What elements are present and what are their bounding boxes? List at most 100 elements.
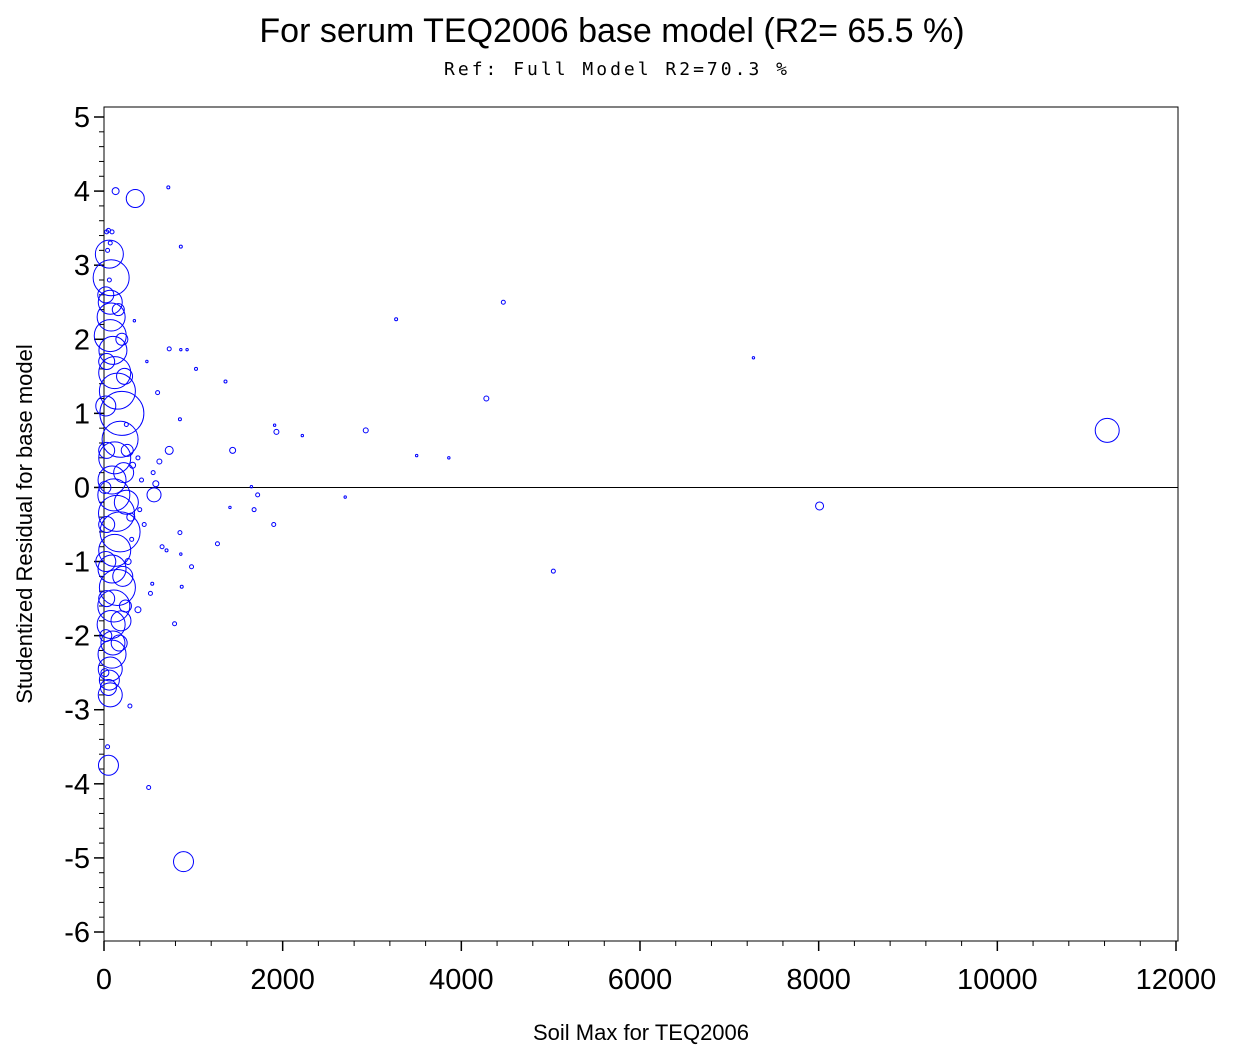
x-tick-label: 6000 [608, 964, 673, 996]
data-point [97, 465, 127, 495]
data-point [106, 277, 112, 283]
data-point [362, 427, 369, 434]
data-point [98, 372, 136, 410]
data-point [177, 417, 182, 422]
data-point [272, 423, 277, 427]
x-tick-label: 2000 [250, 964, 315, 996]
data-point [223, 379, 228, 384]
data-point [229, 446, 237, 454]
data-point [95, 551, 117, 573]
data-point [129, 536, 135, 542]
data-point [127, 703, 133, 709]
data-point [179, 552, 183, 556]
data-point [137, 507, 143, 513]
data-point [164, 445, 174, 455]
data-point [166, 185, 171, 190]
x-tick-label: 8000 [786, 964, 851, 996]
y-tick-label: 3 [74, 250, 90, 282]
data-point [145, 359, 149, 364]
x-tick-label: 4000 [429, 964, 494, 996]
data-point [97, 478, 131, 512]
chart-title: For serum TEQ2006 base model (R2= 65.5 %… [259, 12, 964, 50]
data-point [97, 589, 131, 623]
y-tick-label: 2 [74, 324, 90, 356]
data-point [126, 512, 136, 522]
data-point [105, 247, 111, 253]
data-point [141, 522, 147, 527]
data-point [172, 621, 178, 627]
x-tick-label: 12000 [1136, 964, 1217, 996]
data-point [98, 568, 136, 606]
y-tick-label: 5 [74, 102, 90, 134]
x-tick-label: 10000 [957, 964, 1038, 996]
data-point [97, 554, 127, 584]
data-point [249, 485, 254, 489]
data-point [105, 744, 111, 750]
data-point [110, 610, 132, 632]
y-axis-label: Studentized Residual for base model [12, 344, 37, 704]
data-point [300, 433, 305, 438]
x-axis: 0 2000 4000 6000 8000 10000 12000 [96, 940, 1217, 996]
data-point [98, 335, 128, 365]
data-point [100, 668, 110, 678]
y-tick-label: -1 [64, 547, 90, 579]
data-point [98, 441, 132, 475]
data-point [116, 367, 134, 385]
y-tick-label: 1 [74, 398, 90, 430]
data-point [124, 558, 132, 566]
y-tick-label: 4 [74, 176, 90, 208]
data-point [107, 240, 113, 246]
data-point [111, 187, 120, 196]
data-point [500, 299, 506, 305]
data-point [214, 541, 220, 547]
data-point [100, 630, 126, 656]
data-point [129, 461, 137, 469]
data-point [98, 590, 116, 608]
data-point [104, 229, 110, 235]
data-point [95, 395, 117, 417]
data-point [98, 353, 116, 370]
data-point [155, 390, 161, 396]
data-point [135, 455, 141, 461]
data-point [150, 470, 156, 476]
y-tick-label: -4 [64, 769, 90, 801]
data-point [179, 347, 183, 352]
data-point [156, 458, 163, 465]
chart-subtitle: Ref: Full Model R2=70.3 % [444, 59, 790, 80]
data-point [97, 639, 127, 669]
data-point [394, 317, 399, 322]
plot-frame [103, 106, 1179, 942]
data-point [815, 501, 825, 511]
data-point [147, 590, 153, 596]
data-point [139, 477, 145, 483]
data-points [92, 185, 1120, 873]
data-point [98, 480, 112, 494]
y-tick-label: 0 [74, 472, 90, 504]
data-point [166, 346, 172, 352]
data-point [97, 754, 119, 776]
data-point [751, 356, 756, 360]
data-point [99, 390, 145, 436]
data-point [134, 606, 142, 614]
y-tick-label: -6 [64, 917, 90, 949]
data-point [550, 568, 556, 574]
data-point [99, 511, 141, 553]
data-point [97, 286, 115, 304]
data-point [98, 669, 120, 691]
data-point [228, 505, 232, 510]
data-point [113, 462, 135, 484]
data-point [159, 544, 165, 550]
data-point [483, 395, 490, 402]
data-point [251, 507, 257, 513]
data-point [132, 319, 137, 323]
data-point [98, 516, 116, 533]
data-point [189, 564, 195, 570]
data-point [273, 428, 280, 435]
data-point [101, 420, 139, 458]
data-point [194, 366, 199, 371]
data-point [113, 489, 139, 515]
data-point [173, 851, 195, 873]
data-point [414, 453, 419, 458]
data-point [120, 443, 134, 457]
